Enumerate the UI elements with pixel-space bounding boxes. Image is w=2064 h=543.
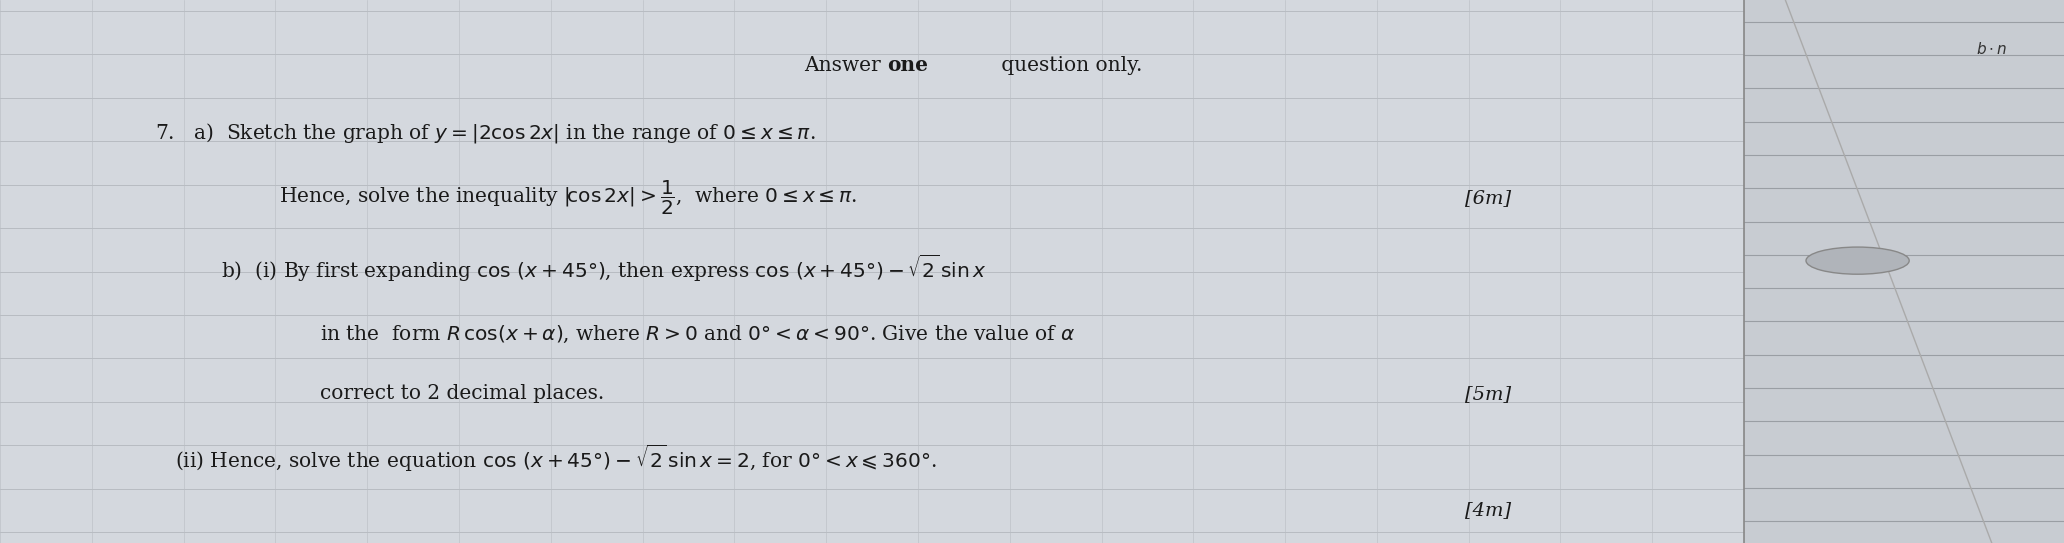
- Circle shape: [1806, 247, 1909, 274]
- Text: Answer: Answer: [805, 56, 888, 74]
- Text: 7.   a)  Sketch the graph of $y = |2 \cos 2x|$ in the range of $0 \leq x \leq \p: 7. a) Sketch the graph of $y = |2 \cos 2…: [155, 121, 815, 145]
- Text: one: one: [888, 55, 929, 75]
- Text: [4m]: [4m]: [1465, 501, 1511, 520]
- Text: [6m]: [6m]: [1465, 189, 1511, 207]
- Text: correct to 2 decimal places.: correct to 2 decimal places.: [320, 384, 605, 403]
- Text: in the  form $R\,\cos(x + \alpha)$, where $R > 0$ and $0° < \alpha < 90°$. Give : in the form $R\,\cos(x + \alpha)$, where…: [320, 323, 1075, 345]
- Text: $b \cdot n$: $b \cdot n$: [1975, 41, 2008, 57]
- Text: [5m]: [5m]: [1465, 384, 1511, 403]
- Text: Hence, solve the inequality $|\!\cos 2x| > \dfrac{1}{2}$,  where $0 \leq x \leq : Hence, solve the inequality $|\!\cos 2x|…: [279, 179, 857, 217]
- Text: b)  (i) By first expanding $\cos \,(x + 45°)$, then express $\cos \,(x + 45°) - : b) (i) By first expanding $\cos \,(x + 4…: [221, 253, 987, 285]
- Bar: [1744, 0, 2064, 543]
- Text: question only.: question only.: [995, 56, 1141, 74]
- Text: (ii) Hence, solve the equation $\cos \,(x + 45°) - \sqrt{2}\,\sin x = 2$, for $0: (ii) Hence, solve the equation $\cos \,(…: [175, 443, 937, 475]
